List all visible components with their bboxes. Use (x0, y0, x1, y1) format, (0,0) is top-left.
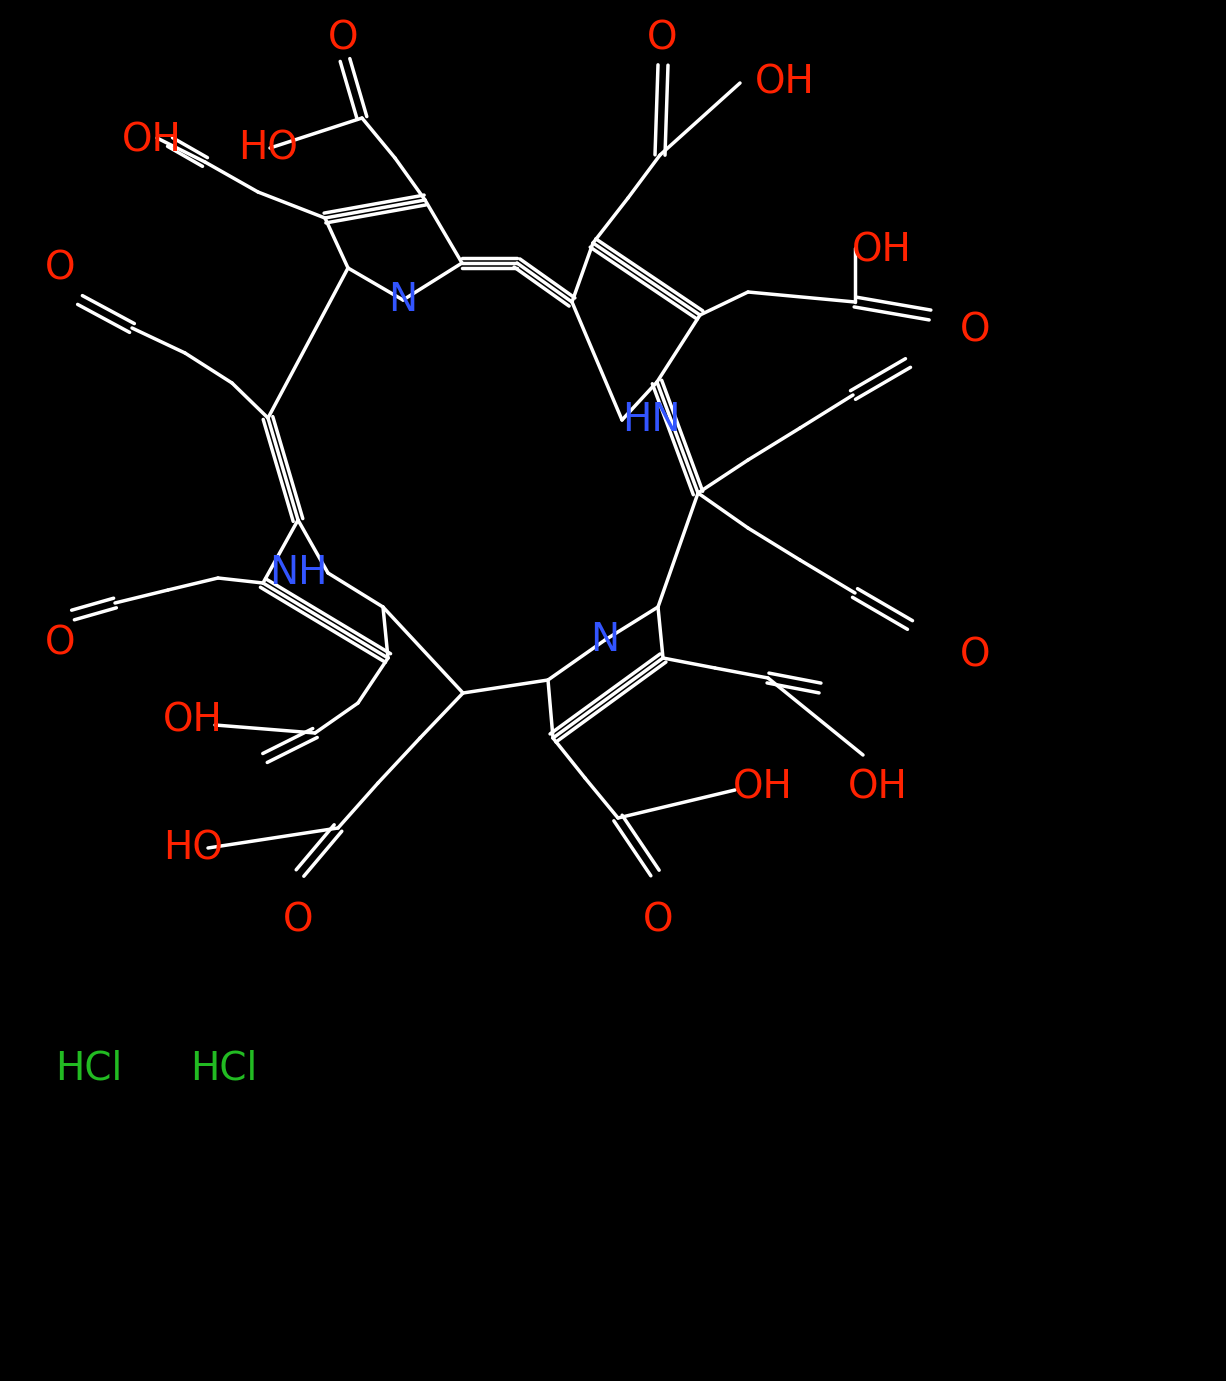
Text: O: O (960, 637, 991, 674)
Text: O: O (45, 624, 75, 661)
Text: O: O (45, 249, 75, 287)
Text: OH: OH (755, 64, 815, 101)
Text: O: O (647, 19, 677, 57)
Text: HCl: HCl (55, 1050, 123, 1087)
Text: HO: HO (238, 128, 298, 167)
Text: OH: OH (123, 122, 181, 159)
Text: N: N (591, 621, 619, 659)
Text: O: O (642, 900, 673, 939)
Text: OH: OH (163, 702, 223, 739)
Text: O: O (960, 311, 991, 349)
Text: O: O (327, 19, 358, 57)
Text: NH: NH (270, 554, 329, 592)
Text: OH: OH (852, 231, 912, 269)
Text: OH: OH (733, 768, 793, 807)
Text: HCl: HCl (190, 1050, 257, 1087)
Text: HN: HN (622, 400, 680, 439)
Text: OH: OH (848, 768, 908, 807)
Text: N: N (389, 280, 418, 319)
Text: O: O (283, 900, 314, 939)
Text: HO: HO (163, 829, 223, 867)
